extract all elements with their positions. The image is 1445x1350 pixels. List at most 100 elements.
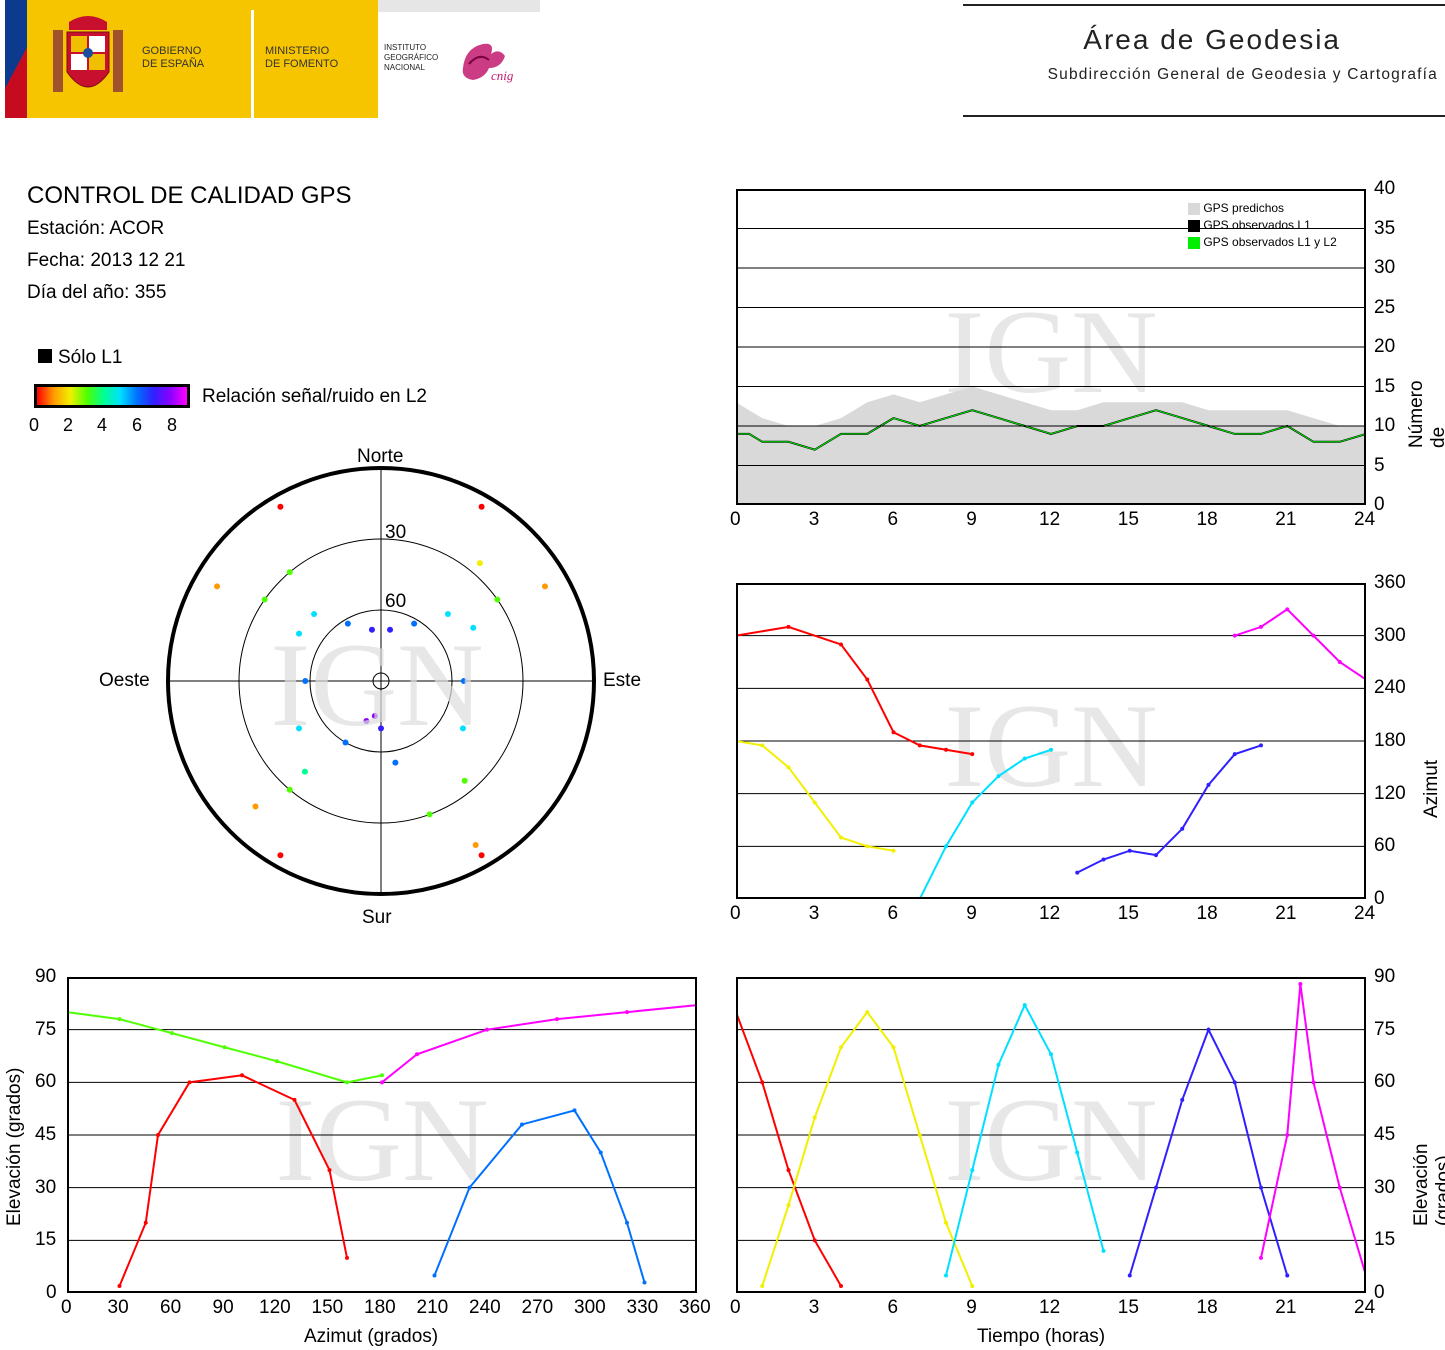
series-track-point: [187, 1080, 192, 1085]
x-tick-label: 6: [887, 1297, 899, 1318]
series-track-point: [117, 1283, 122, 1288]
x-tick-label: 9: [966, 509, 977, 530]
sky-north-label: Norte: [357, 446, 404, 467]
series-track-line: [1234, 608, 1366, 681]
snr-tick: 0: [29, 415, 40, 435]
date-label: Fecha: 2013 12 21: [27, 250, 186, 271]
azimuth-time-plot: IGN: [736, 583, 1366, 899]
series-track-point: [996, 774, 1001, 779]
x-tick-label: 24: [1354, 1297, 1376, 1318]
x-tick-label: 15: [1117, 509, 1139, 530]
sky-track-point: [470, 624, 477, 631]
ign-line3: NACIONAL: [384, 63, 425, 72]
sky-track-point: [252, 803, 259, 810]
banner-separator: [378, 10, 381, 118]
series-track-point: [117, 1017, 122, 1022]
header-grey-bar: [378, 0, 540, 12]
y-tick-label: 30: [35, 1176, 57, 1198]
legend-predicted: GPS predichos: [1203, 201, 1285, 215]
legend-swatch-l1: [1188, 219, 1200, 232]
series-track-point: [598, 1150, 603, 1155]
series-track-point: [1337, 1185, 1342, 1190]
ign-watermark: IGN: [270, 618, 483, 751]
series-track-line: [918, 748, 1052, 899]
snr-colorbar: [34, 384, 190, 408]
ign-line1: INSTITUTO: [384, 43, 427, 52]
series-track-point: [345, 1080, 349, 1085]
y-tick-label: 5: [1374, 454, 1385, 476]
series-track-point: [1022, 756, 1027, 761]
ign-watermark: IGN: [944, 679, 1157, 812]
snr-tick: 2: [63, 415, 74, 435]
sky-track-point: [387, 626, 394, 633]
elevation-time-xlabel: Tiempo (horas): [977, 1326, 1106, 1347]
series-track-point: [970, 1283, 975, 1288]
series-track-point: [555, 1017, 559, 1022]
series-track-point: [1101, 857, 1106, 862]
sky-track-point: [214, 583, 221, 590]
series-track-point: [1259, 624, 1263, 629]
sky-track-point: [478, 503, 485, 510]
sky-track-point: [378, 725, 384, 732]
x-tick-label: 3: [808, 903, 820, 924]
series-track-point: [292, 1097, 297, 1102]
cnig-logo-icon: cnig: [462, 43, 514, 83]
series-track-line: [736, 740, 894, 852]
series-track-point: [839, 1045, 843, 1050]
y-tick-label: 30: [1374, 1176, 1396, 1198]
series-track-point: [1298, 982, 1303, 987]
y-tick-label: 0: [1374, 888, 1385, 909]
x-tick-label: 21: [1275, 509, 1297, 530]
skyplot: IGN 30 60: [166, 466, 596, 896]
series-track-point: [1232, 752, 1237, 757]
series-track-line: [1260, 983, 1366, 1276]
y-tick-label: 75: [1374, 1018, 1396, 1040]
sky-track-point: [301, 768, 308, 775]
x-tick-label: 60: [160, 1297, 182, 1318]
x-tick-label: 12: [1039, 903, 1061, 924]
plot-frame: [736, 977, 1366, 1293]
sky-track-point: [472, 841, 479, 848]
series-track-point: [1075, 870, 1080, 875]
y-tick-label: 240: [1374, 677, 1406, 699]
x-tick-label: 120: [259, 1297, 291, 1318]
legend-observed-l1l2: GPS observados L1 y L2: [1203, 235, 1337, 249]
series-track-point: [917, 743, 922, 748]
y-tick-label: 10: [1374, 415, 1396, 436]
y-tick-label: 360: [1374, 572, 1406, 593]
x-tick-label: 12: [1039, 509, 1061, 530]
area-subtitle: Subdirección General de Geodesia y Carto…: [1047, 66, 1438, 83]
series-track-line: [381, 1004, 697, 1084]
y-tick-label: 60: [1374, 835, 1396, 857]
series-track-point: [891, 730, 896, 735]
sky-track-point: [296, 630, 303, 637]
sky-south-label: Sur: [362, 907, 392, 928]
series-track-line: [736, 1011, 842, 1287]
azimuth-time-ylabel: Azimut (grados): [1421, 747, 1445, 818]
spain-coat-of-arms-icon: [53, 16, 123, 92]
series-track-point: [760, 1283, 765, 1288]
x-tick-label: 3: [808, 509, 820, 530]
series-track-point: [786, 765, 791, 770]
series-track-point: [467, 1185, 472, 1190]
series-track-point: [327, 1168, 332, 1173]
sky-track-point: [478, 852, 485, 859]
sky-track-point: [296, 725, 303, 732]
sky-track-point: [426, 811, 433, 818]
sky-track-point: [494, 596, 501, 603]
series-track-point: [970, 800, 975, 805]
sky-track-point: [461, 777, 468, 784]
doy-label: Día del año: 355: [27, 282, 167, 303]
ministry-name: MINISTERIO DE FOMENTO: [265, 45, 338, 71]
x-tick-label: 240: [469, 1297, 501, 1318]
series-track-point: [240, 1073, 244, 1078]
series-track-point: [275, 1059, 279, 1064]
series-track-point: [1311, 633, 1316, 638]
y-tick-label: 25: [1374, 296, 1396, 318]
sky-ring-label-30: 30: [385, 522, 406, 543]
series-track-point: [1285, 607, 1290, 612]
gov-name: GOBIERNO DE ESPAÑA: [142, 45, 204, 71]
x-tick-label: 360: [679, 1297, 711, 1318]
area-title: Área de Geodesia: [1083, 24, 1341, 55]
station-label: Estación: ACOR: [27, 218, 165, 239]
